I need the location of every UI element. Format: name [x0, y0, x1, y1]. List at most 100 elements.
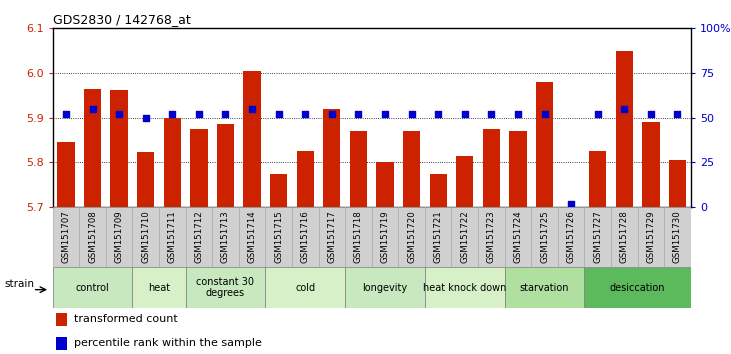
Bar	[425, 267, 504, 308]
Bar	[504, 207, 531, 267]
Bar	[589, 151, 607, 207]
Text: constant 30
degrees: constant 30 degrees	[197, 277, 254, 298]
Text: desiccation: desiccation	[610, 282, 665, 293]
Point	[512, 111, 524, 117]
Text: GSM151709: GSM151709	[115, 210, 124, 263]
Point	[645, 111, 656, 117]
Bar	[323, 109, 341, 207]
Bar	[56, 337, 67, 350]
Point	[60, 111, 72, 117]
Bar	[531, 207, 558, 267]
Bar	[56, 313, 67, 326]
Bar	[84, 88, 101, 207]
Bar	[217, 124, 234, 207]
Text: GSM151727: GSM151727	[594, 210, 602, 263]
Text: longevity: longevity	[363, 282, 408, 293]
Bar	[456, 156, 474, 207]
Text: GSM151708: GSM151708	[88, 210, 97, 263]
Text: GDS2830 / 142768_at: GDS2830 / 142768_at	[53, 13, 190, 26]
Bar	[425, 207, 452, 267]
Text: GSM151729: GSM151729	[646, 210, 656, 263]
Bar	[186, 207, 212, 267]
Text: GSM151715: GSM151715	[274, 210, 283, 263]
Point	[113, 111, 125, 117]
Bar	[137, 152, 154, 207]
Bar	[664, 207, 691, 267]
Text: GSM151724: GSM151724	[513, 210, 523, 263]
Text: GSM151707: GSM151707	[61, 210, 70, 263]
Text: heat: heat	[148, 282, 170, 293]
Point	[592, 111, 604, 117]
Bar	[159, 207, 186, 267]
Bar	[669, 160, 686, 207]
Text: strain: strain	[4, 279, 34, 289]
Bar	[53, 267, 132, 308]
Bar	[430, 173, 447, 207]
Bar	[345, 207, 371, 267]
Bar	[132, 207, 159, 267]
Point	[87, 106, 99, 112]
Bar	[372, 207, 398, 267]
Point	[140, 115, 151, 120]
Point	[485, 111, 497, 117]
Point	[618, 106, 630, 112]
Point	[406, 111, 417, 117]
Point	[672, 111, 683, 117]
Point	[246, 106, 258, 112]
Bar	[292, 207, 319, 267]
Text: percentile rank within the sample: percentile rank within the sample	[74, 338, 262, 348]
Text: GSM151723: GSM151723	[487, 210, 496, 263]
Bar	[239, 207, 265, 267]
Text: cold: cold	[295, 282, 315, 293]
Text: GSM151720: GSM151720	[407, 210, 416, 263]
Bar	[106, 207, 132, 267]
Point	[167, 111, 178, 117]
Text: transformed count: transformed count	[74, 314, 178, 325]
Point	[352, 111, 364, 117]
Text: GSM151713: GSM151713	[221, 210, 230, 263]
Bar	[585, 207, 611, 267]
Text: GSM151714: GSM151714	[248, 210, 257, 263]
Bar	[132, 267, 186, 308]
Bar	[53, 207, 79, 267]
Bar	[452, 207, 478, 267]
Bar	[297, 151, 314, 207]
Bar	[212, 207, 239, 267]
Point	[193, 111, 205, 117]
Bar	[585, 267, 691, 308]
Bar	[510, 131, 526, 207]
Bar	[558, 207, 585, 267]
Bar	[536, 82, 553, 207]
Bar	[403, 131, 420, 207]
Bar	[345, 267, 425, 308]
Bar	[504, 267, 585, 308]
Text: starvation: starvation	[520, 282, 569, 293]
Bar	[643, 122, 659, 207]
Text: GSM151728: GSM151728	[620, 210, 629, 263]
Text: GSM151712: GSM151712	[194, 210, 203, 263]
Text: heat knock down: heat knock down	[423, 282, 507, 293]
Text: GSM151722: GSM151722	[461, 210, 469, 263]
Point	[300, 111, 311, 117]
Point	[379, 111, 391, 117]
Bar	[110, 90, 128, 207]
Bar	[190, 129, 208, 207]
Bar	[611, 207, 637, 267]
Bar	[79, 207, 106, 267]
Point	[273, 111, 284, 117]
Bar	[319, 207, 345, 267]
Bar	[265, 207, 292, 267]
Text: GSM151716: GSM151716	[300, 210, 310, 263]
Bar	[57, 142, 75, 207]
Point	[539, 111, 550, 117]
Bar	[270, 173, 287, 207]
Point	[432, 111, 444, 117]
Bar	[478, 207, 504, 267]
Text: GSM151725: GSM151725	[540, 210, 549, 263]
Bar	[164, 118, 181, 207]
Text: GSM151711: GSM151711	[168, 210, 177, 263]
Text: GSM151726: GSM151726	[567, 210, 575, 263]
Text: GSM151718: GSM151718	[354, 210, 363, 263]
Bar	[265, 267, 345, 308]
Point	[326, 111, 338, 117]
